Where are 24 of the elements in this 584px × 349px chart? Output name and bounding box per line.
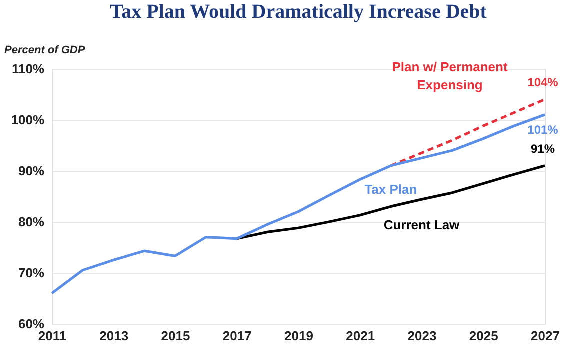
x-tick-label: 2011 — [38, 328, 67, 344]
series-label: Tax Plan — [364, 182, 418, 197]
y-tick-label: 90% — [18, 164, 45, 178]
y-tick-label: 110% — [12, 62, 45, 76]
data-label: 104% — [528, 76, 559, 90]
x-tick-label: 2021 — [346, 328, 376, 344]
x-tick-label: 2025 — [469, 328, 498, 344]
data-label: 101% — [528, 122, 559, 137]
y-tick-label: 60% — [18, 316, 45, 332]
series-label: Current Law — [384, 218, 461, 233]
y-tick-label: 70% — [18, 266, 45, 280]
y-axis-title: Percent of GDP — [4, 44, 86, 56]
x-tick-label: 2015 — [161, 328, 190, 344]
data-label: 91% — [530, 142, 556, 156]
x-tick-label: 2019 — [284, 328, 314, 344]
chart-title: Tax Plan Would Dramatically Increase Debt — [110, 1, 488, 23]
series-label: Plan w/ Permanent Expensing — [392, 60, 508, 93]
x-tick-label: 2013 — [100, 328, 129, 344]
x-tick-label: 2017 — [222, 328, 252, 344]
x-tick-label: 2023 — [408, 328, 437, 344]
x-tick-label: 2027 — [531, 328, 560, 344]
y-tick-label: 100% — [11, 112, 45, 128]
y-tick-label: 80% — [18, 214, 45, 230]
line-series — [236, 164, 546, 240]
